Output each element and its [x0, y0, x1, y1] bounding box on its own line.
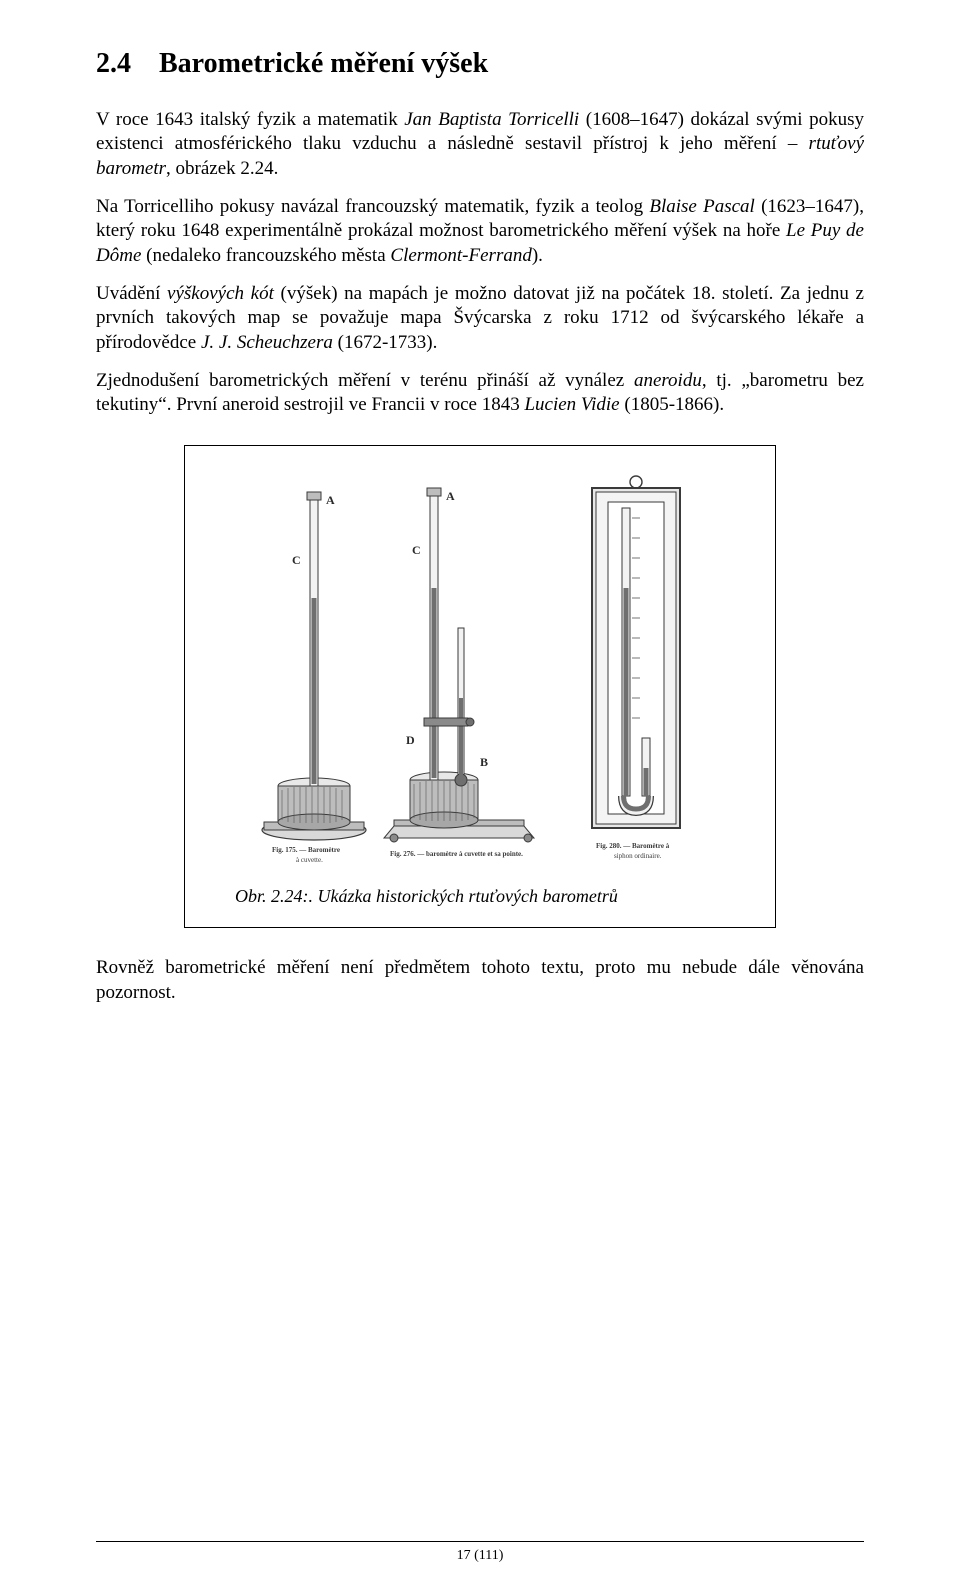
section-title: Barometrické měření výšek	[159, 48, 488, 79]
paragraph-3: Uvádění výškových kót (výšek) na mapách …	[96, 282, 864, 355]
paragraph-2: Na Torricelliho pokusy navázal francouzs…	[96, 195, 864, 268]
section-number: 2.4	[96, 48, 131, 79]
page-footer: 17 (111)	[96, 1541, 864, 1564]
text: Uvádění	[96, 283, 167, 304]
figure-row: A C Fig. 175. — Baromètre à cuvette.	[207, 468, 753, 868]
barometer-cuvette-pair-icon: A C Fig. 175. — Baromètre à cuvette.	[244, 468, 544, 868]
text: , obrázek 2.24.	[166, 158, 278, 179]
label-c: C	[412, 543, 421, 557]
mini-caption: Fig. 276. — baromètre à cuvette et sa po…	[390, 850, 523, 858]
label-c: C	[292, 553, 301, 567]
figure-caption: Obr. 2.24:. Ukázka historických rtuťovýc…	[207, 886, 753, 907]
page-number: 17 (111)	[96, 1548, 864, 1564]
text: V roce 1643 italský fyzik a matematik	[96, 109, 404, 130]
mini-caption-sub: siphon ordinaire.	[614, 852, 662, 860]
text: (1805-1866).	[620, 394, 724, 415]
person-name: J. J. Scheuchzera	[201, 332, 333, 353]
text: ).	[532, 245, 543, 266]
label-d: D	[406, 733, 415, 747]
figure-caption-text: . Ukázka historických rtuťových barometr…	[309, 886, 618, 906]
figure-caption-prefix: Obr. 2.24:	[235, 886, 309, 906]
figure-box: A C Fig. 175. — Baromètre à cuvette.	[184, 445, 776, 928]
label-b: B	[480, 755, 488, 769]
label-a: A	[326, 493, 335, 507]
person-name: Jan Baptista Torricelli	[404, 109, 579, 130]
text: Rovněž barometrické měření není předměte…	[96, 957, 864, 1002]
text: (1672-1733).	[333, 332, 437, 353]
section-heading: 2.4 Barometrické měření výšek	[96, 48, 864, 80]
text: (nedaleko francouzského města	[141, 245, 390, 266]
label-a: A	[446, 489, 455, 503]
mini-caption: Fig. 280. — Baromètre à	[596, 842, 670, 850]
term: aneroidu	[634, 370, 702, 391]
person-name: Lucien Vidie	[524, 394, 619, 415]
paragraph-1: V roce 1643 italský fyzik a matematik Ja…	[96, 108, 864, 181]
mini-caption: Fig. 175. — Baromètre	[272, 846, 340, 854]
paragraph-5: Rovněž barometrické měření není předměte…	[96, 956, 864, 1005]
text: Zjednodušení barometrických měření v ter…	[96, 370, 634, 391]
place-name: Clermont-Ferrand	[390, 245, 531, 266]
paragraph-4: Zjednodušení barometrických měření v ter…	[96, 369, 864, 418]
barometer-siphon-icon: Fig. 280. — Baromètre à siphon ordinaire…	[556, 468, 716, 868]
person-name: Blaise Pascal	[649, 196, 754, 217]
term: výškových kót	[167, 283, 274, 304]
footer-rule	[96, 1541, 864, 1542]
text: Na Torricelliho pokusy navázal francouzs…	[96, 196, 649, 217]
mini-caption-sub: à cuvette.	[296, 856, 323, 864]
